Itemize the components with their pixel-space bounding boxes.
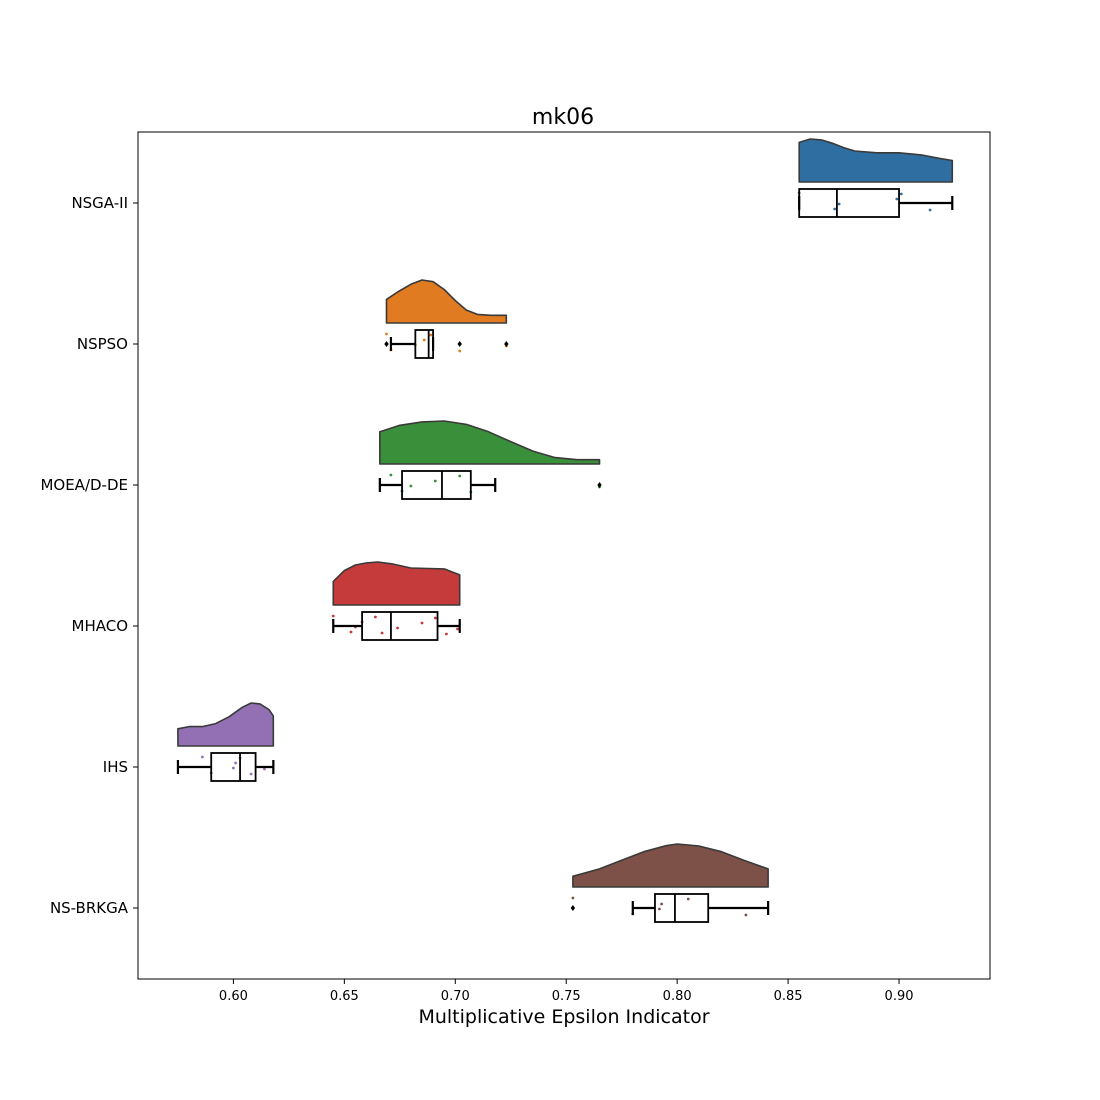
outlier-marker <box>457 341 462 347</box>
box-iqr <box>361 611 439 641</box>
rain-point <box>456 627 459 631</box>
x-axis-label: Multiplicative Epsilon Indicator <box>418 1006 709 1028</box>
rain-point <box>380 631 384 635</box>
rain-point <box>445 632 448 636</box>
x-tick-label: 0.85 <box>774 989 803 1004</box>
rain-point <box>895 197 899 201</box>
outlier-marker <box>597 482 602 488</box>
rain-point <box>249 772 253 776</box>
rain-point <box>658 907 661 911</box>
x-axis: 0.60 0.65 0.70 0.75 0.80 0.85 0.90 <box>219 979 914 1004</box>
rain-point <box>744 913 748 917</box>
box-iqr <box>654 893 710 923</box>
rain-point <box>374 615 377 619</box>
y-tick-label: NSPSO <box>77 335 128 353</box>
rain-point <box>458 349 462 353</box>
rain-point <box>234 761 238 765</box>
rain-point <box>837 202 841 206</box>
box-iqr <box>210 752 257 782</box>
y-tick-label: NSGA-II <box>71 194 128 212</box>
box-iqr <box>414 329 434 359</box>
outlier-marker <box>504 341 509 347</box>
x-tick-label: 0.65 <box>330 989 359 1004</box>
x-tick-label: 0.90 <box>885 989 914 1004</box>
rain-point <box>422 338 426 342</box>
boxes-layer <box>176 188 954 923</box>
rain-point <box>263 767 266 771</box>
box-iqr <box>798 188 900 218</box>
rain-point <box>429 333 433 337</box>
y-tick-label: MOEA/D-DE <box>40 476 128 494</box>
outlier-marker <box>570 905 576 911</box>
x-tick-label: 0.60 <box>219 989 248 1004</box>
rain-point <box>686 897 690 901</box>
box-iqr <box>401 470 472 500</box>
rain-point <box>385 332 388 336</box>
outlier-marker <box>384 341 389 347</box>
rain-point <box>433 479 437 483</box>
rain-point <box>420 621 424 625</box>
rain-point <box>349 630 353 634</box>
rain-point <box>571 896 575 900</box>
y-tick-label: NS-BRKGA <box>50 899 129 917</box>
cloud-shape <box>385 279 508 324</box>
rain-point <box>899 192 903 196</box>
y-tick-label: MHACO <box>72 617 129 635</box>
cloud-shape <box>798 138 954 183</box>
chart-title: mk06 <box>532 105 594 130</box>
x-tick-label: 0.80 <box>663 989 692 1004</box>
plot-frame <box>137 131 991 980</box>
cloud-shape <box>379 420 601 465</box>
rain-point <box>660 902 664 906</box>
rain-point <box>433 616 437 620</box>
cloud-shape <box>572 843 769 888</box>
rain-point <box>389 473 393 477</box>
clouds-layer <box>177 138 954 917</box>
rain-point <box>396 626 399 630</box>
cloud-shape <box>177 702 275 747</box>
rain-point <box>928 208 932 212</box>
y-axis: NSGA-II NSPSO MOEA/D-DE MHACO IHS NS-BRKGA <box>40 194 138 917</box>
x-tick-label: 0.75 <box>552 989 581 1004</box>
rain-point <box>833 207 837 211</box>
cloud-shape <box>332 561 461 606</box>
rain-point <box>232 766 235 770</box>
y-tick-label: IHS <box>103 758 128 776</box>
rain-point <box>458 474 462 478</box>
rain-point <box>200 755 204 759</box>
rain-point <box>331 614 335 618</box>
rain-point <box>409 484 413 488</box>
x-tick-label: 0.70 <box>441 989 470 1004</box>
